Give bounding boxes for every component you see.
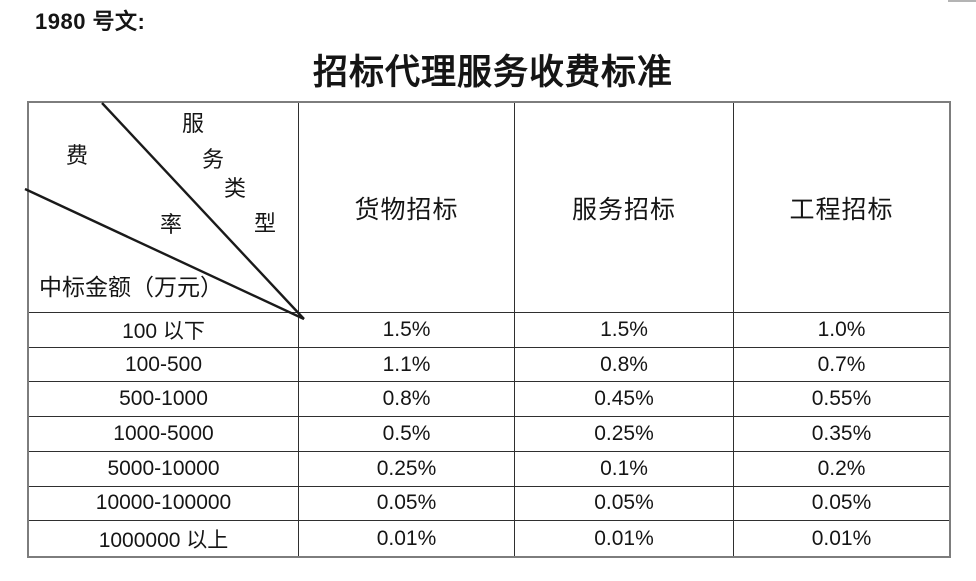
fee-rate-cell: 0.25% [299, 451, 515, 487]
fee-rate-cell: 0.45% [515, 382, 734, 418]
corner-rate-char: 费 [66, 143, 89, 168]
fee-rate-cell: 0.01% [515, 521, 734, 556]
diagonal-header-cell: 服 费 务 类 率 型 中标金额（万元） [24, 102, 305, 321]
corner-service-type-char: 类 [224, 176, 247, 201]
fee-rate-cell: 0.1% [515, 451, 734, 487]
fee-rate-cell: 1.1% [299, 347, 515, 383]
corner-rate-char: 率 [160, 212, 183, 237]
fee-rate-cell: 0.55% [734, 382, 949, 418]
window-edge-artifact [948, 0, 976, 2]
amount-bracket-cell: 100-500 [29, 347, 299, 383]
fee-rate-cell: 0.7% [734, 348, 949, 383]
corner-service-type-char: 型 [254, 211, 277, 236]
amount-bracket-cell: 1000-5000 [29, 417, 299, 452]
fee-rate-cell: 1.5% [515, 313, 734, 348]
fee-rate-cell: 0.25% [515, 417, 734, 452]
fee-rate-cell: 0.05% [515, 486, 734, 522]
fee-rate-cell: 1.0% [734, 313, 949, 348]
fee-rate-cell: 0.2% [734, 452, 949, 487]
fee-rate-cell: 0.5% [299, 417, 515, 452]
fee-rate-cell: 0.01% [811, 526, 872, 550]
amount-bracket-cell: 100 以下 [29, 313, 299, 348]
amount-bracket-cell: 10000-100000 [29, 486, 299, 522]
fee-rate-cell: 0.35% [734, 417, 949, 452]
amount-bracket-cell: 5000-10000 [29, 451, 299, 487]
amount-bracket-cell: 1000000 以上 [29, 521, 299, 556]
column-header-service: 服务招标 [515, 103, 734, 313]
fee-rate-cell: 0.05% [299, 486, 515, 522]
fee-rate-cell: 0.8% [299, 382, 515, 418]
document-reference: 1980 号文: [35, 9, 146, 34]
fee-rate-cell: 0.01% [299, 521, 515, 556]
page-title: 招标代理服务收费标准 [312, 53, 673, 92]
fee-rate-cell: 1.5% [299, 313, 515, 348]
fee-rate-cell: 0.8% [515, 347, 734, 383]
corner-service-type-char: 服 [182, 111, 205, 136]
column-header-engineering: 工程招标 [734, 103, 949, 313]
corner-amount-axis-label: 中标金额（万元） [39, 275, 223, 300]
column-header-goods: 货物招标 [299, 103, 515, 313]
corner-service-type-char: 务 [202, 147, 225, 172]
amount-bracket-cell: 500-1000 [29, 382, 299, 418]
fee-standard-table: 服 费 务 类 率 型 中标金额（万元） 货物招标 服务招标 工程招标 100 … [24, 101, 951, 558]
fee-rate-cell: 0.05% [734, 487, 949, 522]
